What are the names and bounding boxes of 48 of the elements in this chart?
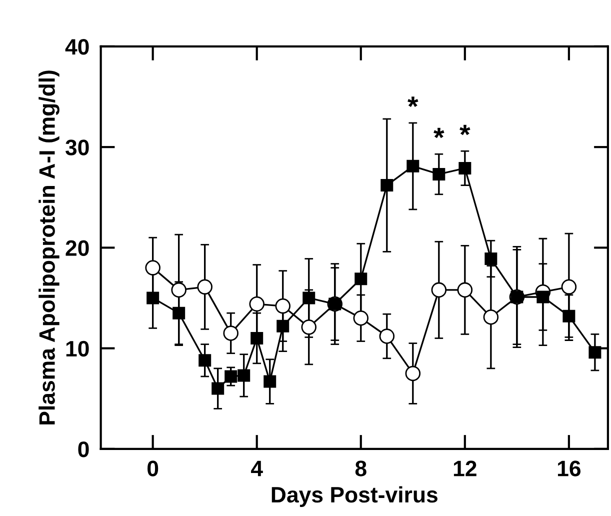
point	[224, 370, 238, 383]
y-axis-title: Plasma Apolipoprotein A-I (mg/dl)	[38, 70, 60, 424]
point	[431, 282, 447, 298]
x-tick-label: 0	[148, 460, 158, 476]
point	[146, 292, 160, 304]
point	[250, 332, 264, 344]
annotation: *	[408, 96, 418, 107]
x-axis-title: Days Post-virus	[272, 486, 438, 508]
point	[406, 160, 420, 172]
x-tick-label: 4	[251, 460, 263, 476]
x-tick-label: 16	[558, 460, 580, 476]
point	[588, 346, 602, 359]
point	[249, 296, 264, 312]
point	[380, 179, 394, 192]
point	[275, 298, 290, 314]
point	[223, 326, 238, 341]
point	[238, 369, 250, 382]
x-tick-label: 12	[454, 460, 476, 476]
point	[276, 320, 290, 332]
point	[172, 306, 186, 320]
annotation: *	[460, 124, 470, 136]
point	[197, 279, 212, 295]
x-tick-label: 8	[355, 460, 366, 476]
point	[354, 272, 368, 286]
point	[301, 320, 317, 335]
point	[405, 366, 421, 382]
y-tick-label: 40	[65, 38, 89, 55]
point	[145, 260, 160, 276]
point	[264, 375, 276, 388]
point	[353, 310, 369, 326]
point	[458, 162, 472, 174]
point	[212, 382, 224, 395]
y-tick-label: 0	[78, 441, 89, 458]
y-tick-label: 10	[66, 340, 89, 357]
y-tick-label: 20	[66, 240, 89, 256]
point	[561, 279, 577, 295]
point	[198, 354, 212, 367]
point	[302, 292, 316, 304]
point	[484, 252, 498, 265]
point	[536, 290, 550, 304]
y-tick-label: 30	[66, 140, 89, 156]
point	[483, 309, 499, 325]
annotation: *	[434, 128, 444, 138]
point	[379, 328, 395, 344]
point	[171, 282, 186, 298]
point	[562, 310, 576, 322]
point	[432, 168, 446, 180]
point	[457, 282, 473, 298]
